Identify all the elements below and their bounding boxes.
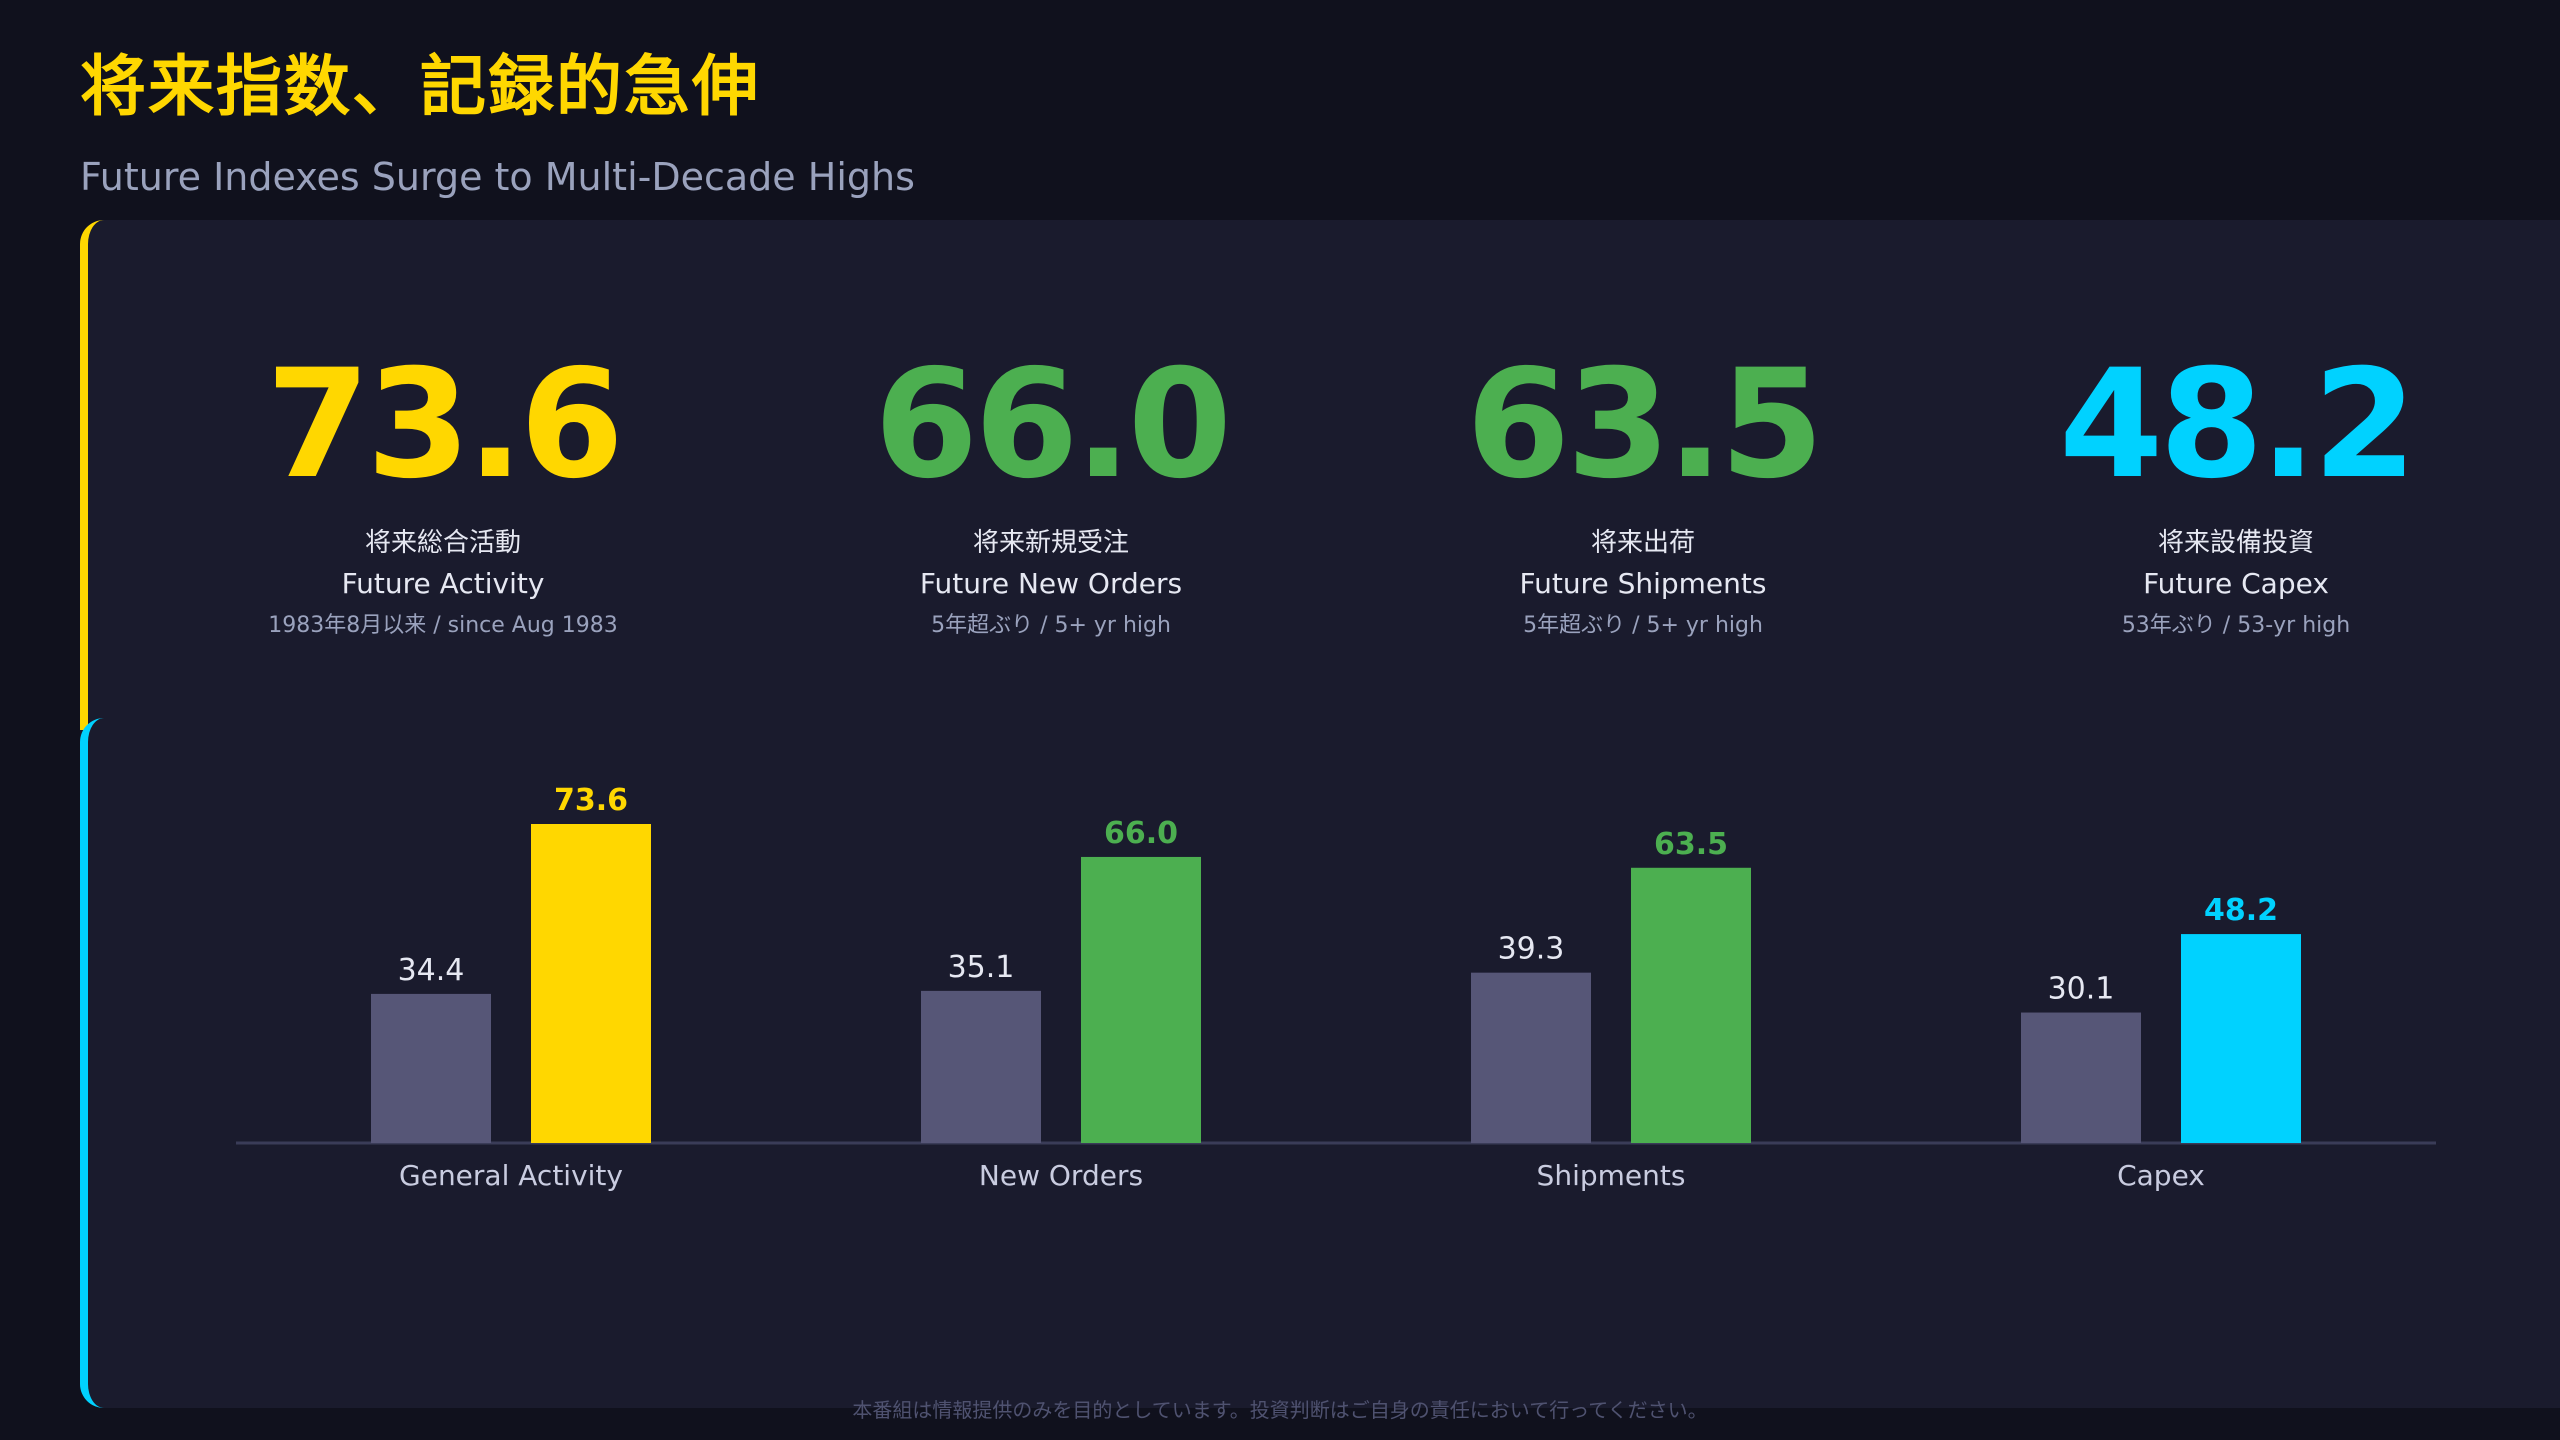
- kpi-note: 5年超ぶり / 5+ yr high: [931, 612, 1171, 638]
- bar-value-label: 63.5: [1654, 827, 1728, 862]
- kpi-future-new-orders: 66.0 将来新規受注 Future New Orders 5年超ぶり / 5+…: [751, 350, 1351, 639]
- bar-value-label: 34.4: [398, 953, 465, 988]
- bar-previous-2: [1471, 972, 1591, 1143]
- kpi-label-en: Future Shipments: [1519, 567, 1767, 601]
- bar-future-2: [1631, 867, 1751, 1143]
- kpi-label-en: Future New Orders: [919, 567, 1183, 601]
- panel-accent-cyan: [80, 718, 104, 1408]
- kpi-note: 1983年8月以来 / since Aug 1983: [268, 612, 618, 638]
- kpi-label-jp: 将来設備投資: [2157, 528, 2314, 558]
- kpi-label-en: Future Capex: [2143, 567, 2329, 601]
- bar-value-label: 39.3: [1498, 932, 1565, 967]
- bar-value-label: 48.2: [2204, 893, 2278, 928]
- bar-previous-3: [2021, 1012, 2141, 1143]
- kpi-label-en: Future Activity: [341, 567, 545, 601]
- page-title: 将来指数、記録的急伸: [80, 48, 760, 125]
- bar-value-label: 73.6: [554, 783, 628, 818]
- kpi-value: 73.6: [265, 338, 624, 512]
- kpi-note: 5年超ぶり / 5+ yr high: [1523, 612, 1763, 638]
- kpi-label-jp: 将来出荷: [1590, 528, 1695, 558]
- kpi-future-shipments: 63.5 将来出荷 Future Shipments 5年超ぶり / 5+ yr…: [1343, 350, 1943, 639]
- bar-future-3: [2181, 934, 2301, 1143]
- kpi-value: 66.0: [873, 338, 1232, 512]
- bar-future-1: [1081, 856, 1201, 1143]
- x-tick-label: General Activity: [399, 1159, 623, 1192]
- kpi-label-jp: 将来総合活動: [364, 528, 521, 558]
- kpi-note: 53年ぶり / 53-yr high: [2121, 612, 2351, 638]
- kpi-value: 48.2: [2058, 338, 2417, 512]
- kpi-label-jp: 将来新規受注: [972, 528, 1129, 558]
- panel-accent-yellow: [80, 220, 104, 730]
- kpi-future-activity: 73.6 将来総合活動 Future Activity 1983年8月以来 / …: [143, 350, 743, 639]
- kpi-value: 63.5: [1465, 338, 1824, 512]
- bar-future-0: [531, 824, 651, 1143]
- bar-value-label: 30.1: [2048, 972, 2115, 1007]
- content-panel: [80, 220, 2560, 1408]
- bar-previous-1: [921, 990, 1041, 1143]
- bar-value-label: 66.0: [1104, 816, 1178, 851]
- x-tick-label: Shipments: [1537, 1159, 1686, 1192]
- bar-value-label: 35.1: [948, 950, 1015, 985]
- bar-previous-0: [371, 993, 491, 1143]
- page-subtitle: Future Indexes Surge to Multi-Decade Hig…: [80, 155, 915, 199]
- kpi-future-capex: 48.2 将来設備投資 Future Capex 53年ぶり / 53-yr h…: [1936, 350, 2536, 639]
- x-tick-label: Capex: [2117, 1159, 2205, 1192]
- x-tick-label: New Orders: [979, 1159, 1143, 1192]
- disclaimer: 本番組は情報提供のみを目的としています。投資判断はご自身の責任において行ってくだ…: [852, 1398, 1708, 1422]
